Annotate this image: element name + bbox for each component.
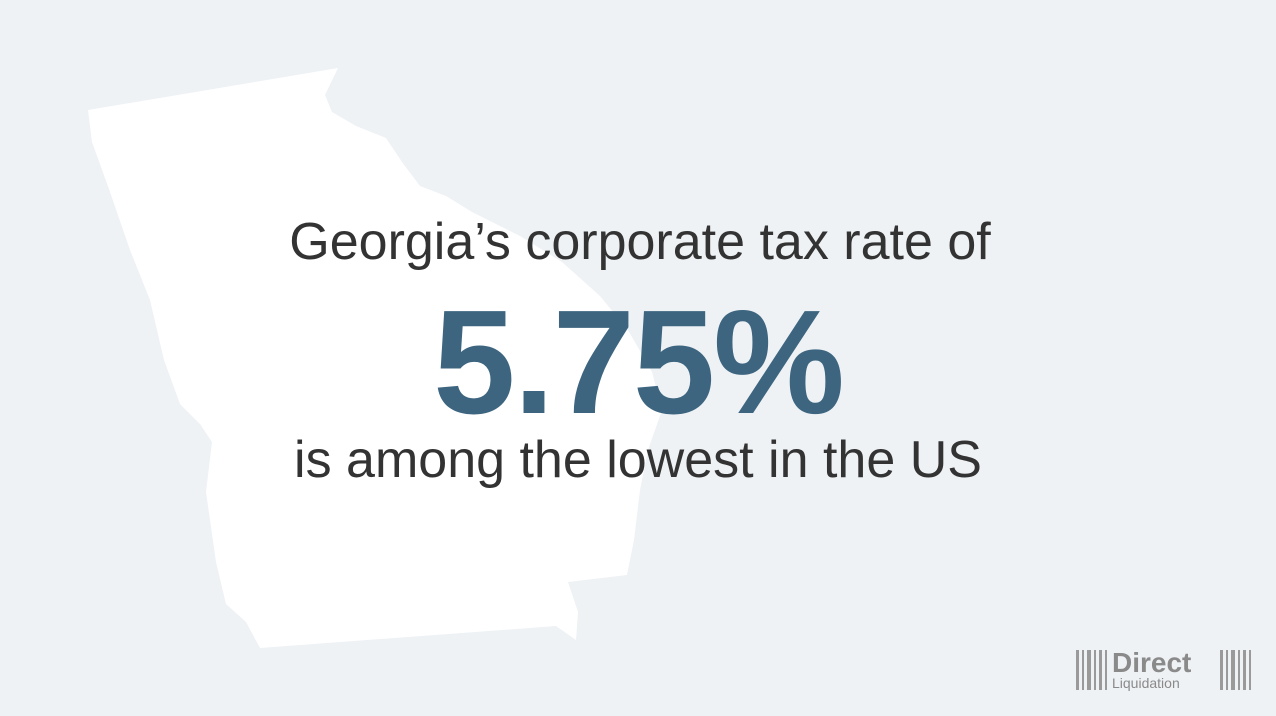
logo-line2: Liquidation (1112, 675, 1180, 691)
barcode-right (1220, 650, 1251, 690)
subline: is among the lowest in the US (294, 431, 982, 489)
stat-value: 5.75% (433, 280, 845, 445)
logo-line1: Direct (1112, 647, 1191, 678)
logo: Direct Liquidation (1076, 647, 1251, 691)
barcode-left (1076, 650, 1107, 690)
headline: Georgia’s corporate tax rate of (289, 213, 991, 271)
state-shape (88, 68, 662, 648)
